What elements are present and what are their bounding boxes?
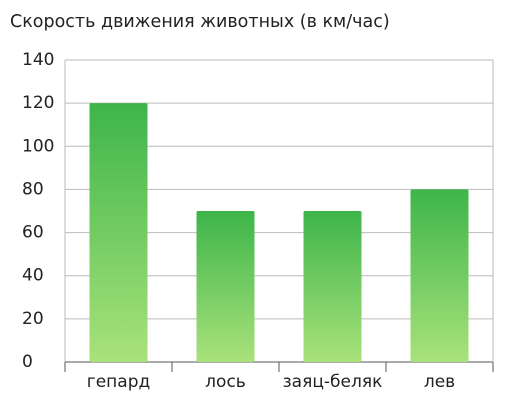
y-tick-label: 100	[22, 136, 54, 156]
y-tick-label: 20	[22, 309, 44, 329]
y-tick-label: 40	[22, 266, 44, 286]
chart-title: Скорость движения животных (в км/час)	[10, 12, 390, 32]
y-tick-label: 140	[22, 50, 54, 70]
y-tick-label: 120	[22, 93, 54, 113]
x-tick-label: лось	[205, 372, 246, 392]
bar	[196, 211, 255, 362]
x-tick-label: лев	[424, 372, 455, 392]
y-tick-label: 80	[22, 179, 44, 199]
bar	[89, 103, 148, 363]
y-tick-label: 0	[22, 352, 33, 372]
x-tick-label: заяц-беляк	[283, 372, 383, 392]
x-tick-label: гепард	[87, 372, 150, 392]
y-tick-label: 60	[22, 223, 44, 243]
bar	[410, 189, 469, 362]
bar	[303, 211, 362, 362]
